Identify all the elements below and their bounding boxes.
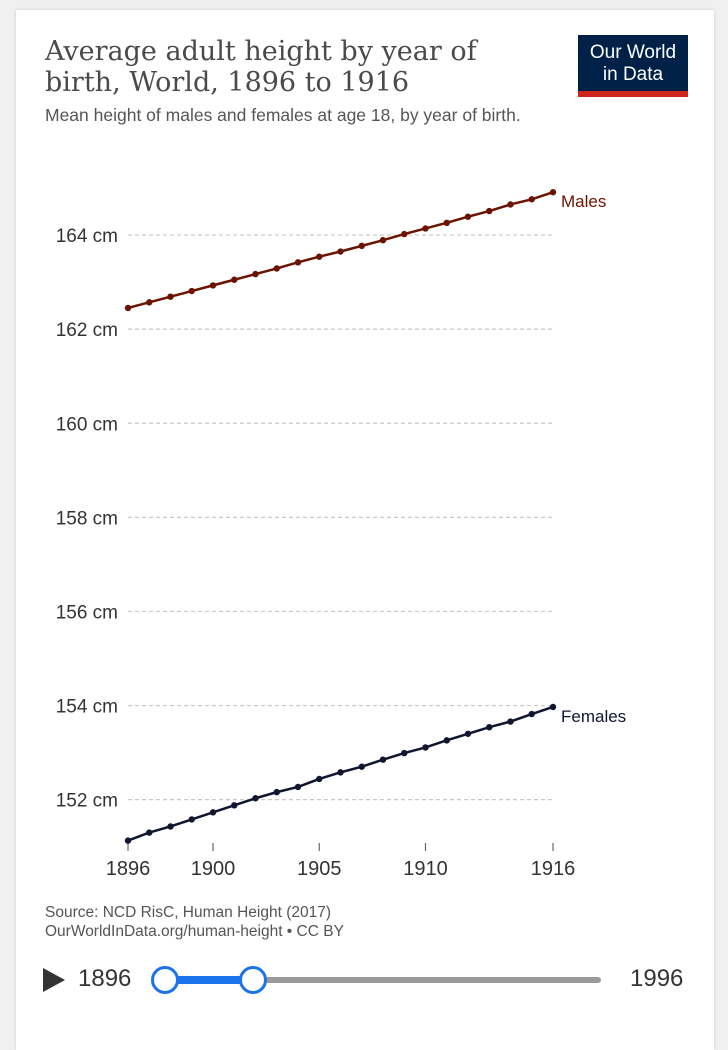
- data-point-females: [273, 788, 280, 796]
- data-point-females: [358, 763, 365, 770]
- data-point-males: [528, 196, 535, 203]
- data-point-males: [294, 259, 302, 266]
- timeline-selected-range: [165, 976, 253, 984]
- data-point-males: [379, 237, 387, 244]
- data-point-males: [124, 304, 132, 312]
- series-label-females: Females: [561, 707, 626, 726]
- data-point-females: [379, 756, 387, 763]
- play-icon[interactable]: [43, 968, 65, 992]
- data-point-males: [167, 293, 174, 300]
- logo-red-bar: [578, 91, 688, 97]
- data-point-females: [337, 769, 344, 776]
- data-point-females: [124, 837, 132, 844]
- data-point-males: [358, 242, 365, 250]
- data-point-males: [486, 207, 493, 215]
- data-point-females: [486, 723, 493, 731]
- timeline-end-label: 1996: [630, 965, 684, 992]
- data-point-females: [294, 783, 302, 791]
- chart-card: [16, 10, 714, 1050]
- y-tick-label: 152 cm: [56, 791, 118, 812]
- timeline-track[interactable]: [165, 977, 601, 983]
- data-point-males: [231, 276, 238, 283]
- data-point-females: [167, 823, 174, 830]
- x-tick-label: 1910: [403, 858, 448, 880]
- data-point-females: [443, 737, 450, 744]
- data-point-females: [401, 749, 408, 757]
- owid-logo[interactable]: Our World in Data: [578, 35, 688, 97]
- source-url[interactable]: OurWorldInData.org/human-height • CC BY: [45, 923, 344, 940]
- timeline-start-label: 1896: [78, 965, 132, 992]
- data-point-males: [464, 213, 472, 220]
- logo-line-2: in Data: [602, 64, 664, 85]
- data-point-males: [209, 282, 217, 289]
- data-point-males: [549, 189, 557, 196]
- data-point-males: [443, 219, 450, 227]
- y-tick-label: 158 cm: [56, 508, 118, 529]
- data-point-males: [401, 230, 408, 238]
- data-point-females: [422, 744, 429, 751]
- y-tick-label: 154 cm: [56, 697, 118, 718]
- data-point-males: [146, 299, 153, 306]
- data-point-females: [464, 730, 472, 737]
- timeline-start-handle[interactable]: [151, 966, 179, 994]
- chart-subtitle: Mean height of males and females at age …: [45, 105, 521, 125]
- logo-line-1: Our World: [589, 42, 677, 63]
- data-point-females: [316, 775, 323, 783]
- source-citation: Source: NCD RisC, Human Height (2017): [45, 904, 331, 921]
- data-point-females: [188, 816, 195, 823]
- line-chart: 152 cm 154 cm 156 cm 158 cm 160 cm 162 cm 164 …: [56, 189, 626, 880]
- source-block: Source: NCD RisC, Human Height (2017) Ou…: [45, 903, 344, 941]
- data-point-males: [273, 265, 280, 272]
- chart-title: Average adult height by year of birth, W…: [45, 36, 477, 98]
- x-tick-label: 1896: [106, 858, 151, 880]
- x-tick-label: 1900: [191, 858, 236, 880]
- y-tick-label: 162 cm: [56, 320, 118, 341]
- data-point-females: [507, 718, 514, 725]
- x-tick-label: 1905: [297, 858, 342, 880]
- y-tick-label: 156 cm: [56, 602, 118, 623]
- data-point-females: [252, 795, 259, 802]
- timeline-end-handle[interactable]: [239, 966, 267, 994]
- y-tick-label: 160 cm: [56, 414, 118, 435]
- series-label-males: Males: [561, 192, 606, 211]
- data-point-males: [188, 287, 195, 295]
- data-point-females: [549, 703, 557, 711]
- x-tick-label: 1916: [531, 858, 576, 880]
- data-point-males: [252, 270, 259, 278]
- data-point-females: [209, 809, 217, 816]
- data-point-males: [507, 201, 514, 208]
- data-point-males: [422, 225, 429, 232]
- data-point-males: [316, 253, 323, 260]
- y-tick-label: 164 cm: [56, 226, 118, 247]
- data-point-males: [337, 248, 344, 255]
- data-point-females: [146, 829, 153, 836]
- data-point-females: [528, 710, 535, 718]
- data-point-females: [231, 802, 238, 809]
